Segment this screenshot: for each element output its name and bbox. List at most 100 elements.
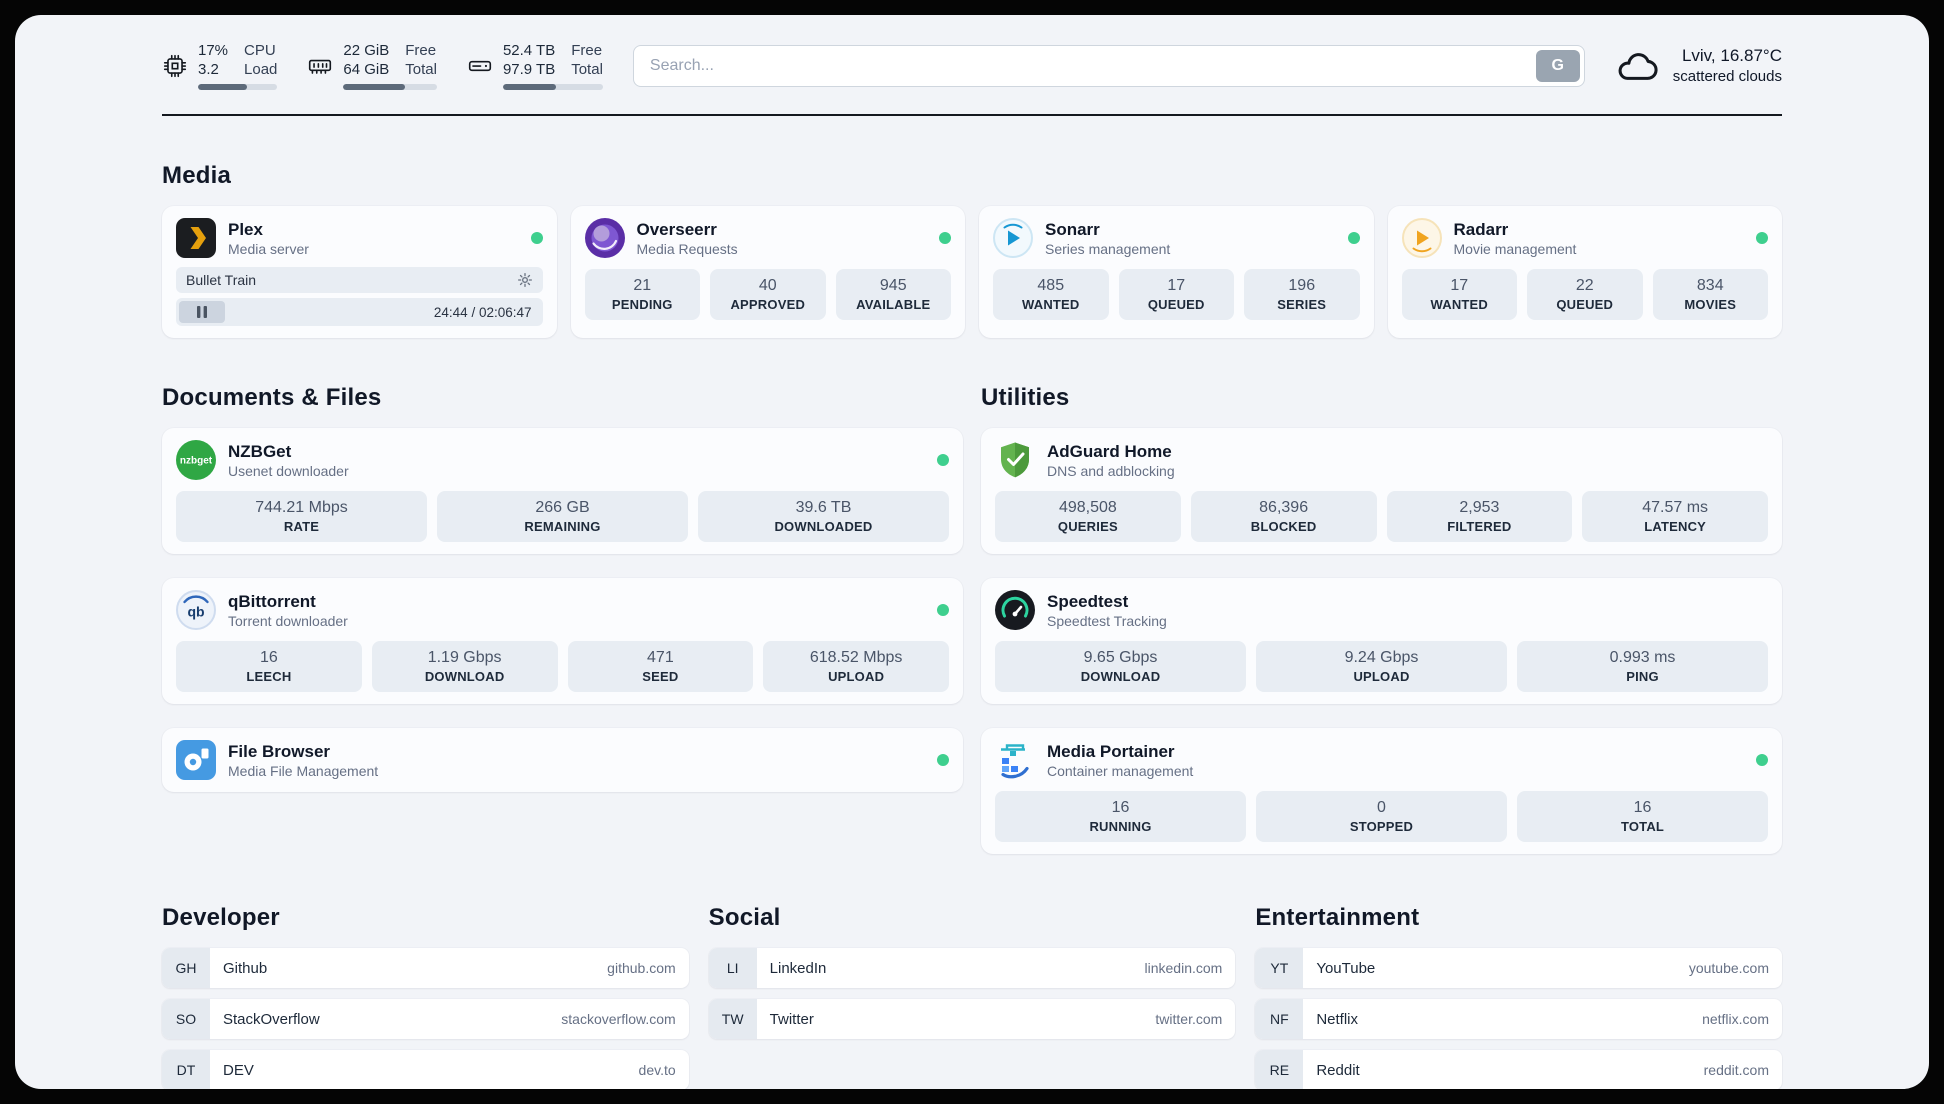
service-name: Radarr bbox=[1453, 219, 1509, 239]
service-subtitle: Movie management bbox=[1453, 240, 1577, 257]
stat-seed: 471 SEED bbox=[567, 641, 754, 692]
stat-label: APPROVED bbox=[730, 297, 806, 312]
stat-filtered: 2,953 FILTERED bbox=[1386, 491, 1573, 542]
stat-value: 196 bbox=[1288, 277, 1316, 294]
entertainment-column: Entertainment YT YouTube youtube.com NF … bbox=[1255, 904, 1782, 1089]
nzbget-icon: nzbget bbox=[176, 440, 216, 480]
developer-bookmarks: GH Github github.com SO StackOverflow st… bbox=[162, 948, 689, 1089]
bookmark-stackoverflow[interactable]: SO StackOverflow stackoverflow.com bbox=[162, 999, 689, 1039]
ram-monitor: 22 GiB Free 64 GiB Total bbox=[307, 41, 437, 90]
status-dot bbox=[1756, 232, 1768, 244]
bookmark-abbr: LI bbox=[708, 948, 757, 988]
section-heading-media: Media bbox=[162, 162, 232, 189]
search-provider-button[interactable]: G bbox=[1535, 49, 1580, 82]
sonarr-stats: 485 WANTED 17 QUEUED 196 SERIES bbox=[993, 269, 1360, 320]
stat-label: DOWNLOADED bbox=[774, 519, 873, 534]
media-card-grid: Plex Media server Bullet Train bbox=[162, 206, 1782, 338]
cpu-monitor-text: 17% CPU 3.2 Load bbox=[198, 41, 277, 79]
bookmark-linkedin[interactable]: LI LinkedIn linkedin.com bbox=[708, 948, 1236, 988]
adguard-meta: AdGuard Home DNS and adblocking bbox=[1047, 441, 1175, 480]
stat-value: 39.6 TB bbox=[795, 499, 852, 516]
portainer-stats: 16 RUNNING 0 STOPPED 16 TOTAL bbox=[995, 791, 1768, 842]
qbittorrent-icon: qb bbox=[176, 590, 216, 630]
stat-label: PENDING bbox=[611, 297, 673, 312]
ram-monitor-text: 22 GiB Free 64 GiB Total bbox=[343, 41, 437, 79]
service-card-adguard[interactable]: AdGuard Home DNS and adblocking 498,508 … bbox=[981, 428, 1782, 554]
bookmark-dev[interactable]: DT DEV dev.to bbox=[162, 1050, 689, 1089]
disk-usage-bar bbox=[502, 84, 603, 90]
bookmark-name: YouTube bbox=[1316, 959, 1376, 977]
service-card-plex[interactable]: Plex Media server Bullet Train bbox=[162, 206, 557, 338]
documents-card-stack: nzbget NZBGet Usenet downloader 74 bbox=[162, 428, 963, 792]
stat-stopped: 0 STOPPED bbox=[1256, 791, 1507, 842]
playback-progress-bar[interactable]: 24:44 / 02:06:47 bbox=[176, 298, 543, 326]
disk-icon bbox=[467, 53, 493, 79]
status-dot bbox=[530, 232, 543, 244]
bookmark-reddit[interactable]: RE Reddit reddit.com bbox=[1255, 1050, 1782, 1089]
qbittorrent-stats: 16 LEECH 1.19 Gbps DOWNLOAD 471 SEED bbox=[176, 641, 949, 692]
overseerr-card-head: Overseerr Media Requests bbox=[584, 218, 951, 258]
weather-text: Lviv, 16.87°C scattered clouds bbox=[1673, 45, 1782, 86]
stat-label: RUNNING bbox=[1089, 819, 1152, 834]
ram-usage-bar bbox=[343, 84, 437, 90]
service-card-portainer[interactable]: Media Portainer Container management 16 … bbox=[981, 728, 1782, 854]
service-name: qBittorrent bbox=[228, 591, 316, 611]
stat-value: 16 bbox=[259, 649, 278, 666]
service-card-filebrowser[interactable]: File Browser Media File Management bbox=[162, 728, 963, 792]
service-card-radarr[interactable]: Radarr Movie management 17 WANTED 22 QUE… bbox=[1387, 206, 1782, 338]
bookmark-url: twitter.com bbox=[1155, 1011, 1223, 1027]
disk-usage-bar-fill bbox=[502, 84, 556, 90]
sonarr-card-head: Sonarr Series management bbox=[993, 218, 1360, 258]
settings-gear-icon[interactable] bbox=[517, 272, 533, 288]
filebrowser-meta: File Browser Media File Management bbox=[228, 741, 378, 780]
bookmark-abbr: NF bbox=[1255, 999, 1304, 1039]
bookmark-github[interactable]: GH Github github.com bbox=[162, 948, 689, 988]
bookmark-url: reddit.com bbox=[1703, 1062, 1769, 1078]
disk-monitor: 52.4 TB Free 97.9 TB Total bbox=[467, 41, 603, 90]
service-card-qbittorrent[interactable]: qb qBittorrent Torrent downloader bbox=[162, 578, 963, 704]
stat-blocked: 86,396 BLOCKED bbox=[1190, 491, 1377, 542]
stat-label: AVAILABLE bbox=[856, 297, 931, 312]
overseerr-icon bbox=[584, 218, 625, 258]
bookmark-abbr: YT bbox=[1255, 948, 1304, 988]
bookmark-netflix[interactable]: NF Netflix netflix.com bbox=[1255, 999, 1782, 1039]
now-playing-row: Bullet Train bbox=[176, 267, 543, 293]
plex-card-head: Plex Media server bbox=[176, 218, 543, 258]
service-name: File Browser bbox=[228, 741, 331, 761]
stat-label: RATE bbox=[283, 519, 320, 534]
documents-column: Documents & Files nzbget bbox=[162, 384, 963, 854]
bookmark-youtube[interactable]: YT YouTube youtube.com bbox=[1255, 948, 1782, 988]
search-input[interactable] bbox=[632, 44, 1585, 87]
pause-button[interactable] bbox=[179, 301, 225, 323]
stat-label: UPLOAD bbox=[1353, 669, 1410, 684]
service-card-speedtest[interactable]: Speedtest Speedtest Tracking 9.65 Gbps D… bbox=[981, 578, 1782, 704]
stat-label: QUEUED bbox=[1556, 297, 1614, 312]
stat-approved: 40 APPROVED bbox=[710, 269, 826, 320]
section-heading-developer: Developer bbox=[162, 904, 280, 931]
speedtest-stats: 9.65 Gbps DOWNLOAD 9.24 Gbps UPLOAD 0.99… bbox=[995, 641, 1768, 692]
bookmark-name: Twitter bbox=[769, 1010, 814, 1028]
bookmark-twitter[interactable]: TW Twitter twitter.com bbox=[708, 999, 1236, 1039]
cpu-load-label: Load bbox=[244, 61, 278, 78]
service-card-overseerr[interactable]: Overseerr Media Requests 21 PENDING 40 A… bbox=[570, 206, 965, 338]
service-card-nzbget[interactable]: nzbget NZBGet Usenet downloader 74 bbox=[162, 428, 963, 554]
ram-icon bbox=[307, 53, 333, 79]
plex-now-playing: Bullet Train bbox=[176, 267, 543, 326]
service-subtitle: DNS and adblocking bbox=[1047, 462, 1175, 479]
stat-value: 618.52 Mbps bbox=[809, 649, 903, 666]
stat-total: 16 TOTAL bbox=[1517, 791, 1768, 842]
service-card-sonarr[interactable]: Sonarr Series management 485 WANTED 17 Q… bbox=[979, 206, 1374, 338]
disk-total-value: 97.9 TB bbox=[502, 61, 556, 78]
stat-label: DOWNLOAD bbox=[1080, 669, 1161, 684]
stat-queries: 498,508 QUERIES bbox=[995, 491, 1181, 542]
nzbget-meta: NZBGet Usenet downloader bbox=[228, 441, 349, 480]
service-subtitle: Media server bbox=[228, 240, 309, 257]
cloud-icon bbox=[1615, 47, 1661, 85]
stat-value: 47.57 ms bbox=[1642, 499, 1709, 516]
status-dot bbox=[939, 232, 951, 244]
svg-text:qb: qb bbox=[187, 604, 204, 620]
stat-label: TOTAL bbox=[1620, 819, 1665, 834]
status-dot bbox=[1347, 232, 1360, 244]
bookmark-name: Github bbox=[223, 959, 268, 977]
weather-location: Lviv, 16.87°C bbox=[1681, 46, 1782, 65]
